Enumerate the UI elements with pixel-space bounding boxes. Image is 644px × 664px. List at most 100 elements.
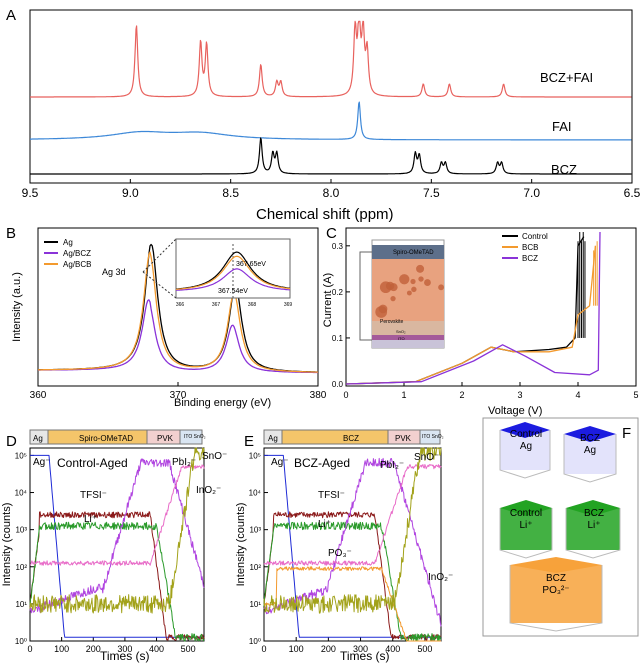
b-inset-xtick-label: 367 (212, 302, 221, 308)
c-inset-grain (390, 295, 396, 302)
tof-ytick-label: 10¹ (249, 600, 261, 609)
c-inset-grain (416, 264, 425, 273)
b-inset-label1: 367.65eV (236, 261, 266, 268)
tof-xtick-label: 400 (149, 644, 164, 654)
tof-series-line (263, 566, 441, 642)
tof-ytick-label: 10⁰ (15, 637, 27, 646)
c-inset-layer-sno2: SnO₂ (396, 329, 406, 334)
tof-xtick-label: 200 (86, 644, 101, 654)
tof-ytick-label: 10⁴ (15, 489, 28, 498)
b-xtick-label: 370 (170, 390, 187, 401)
e-xlabel: Times (s) (340, 649, 390, 663)
tof-ytick-label: 10⁵ (15, 451, 27, 460)
e-layer-bar (419, 429, 441, 445)
b-xtick-label: 380 (310, 390, 327, 401)
c-inset-circuit (359, 251, 372, 341)
c-xtick-label: 4 (575, 390, 580, 400)
b-inset-connector (142, 271, 177, 299)
e-lbl-ino2: InO₂⁻ (428, 572, 453, 583)
panel-label-b: B (6, 225, 16, 242)
a-xtick-label: 7.0 (523, 186, 540, 200)
f-cube4-l1: BCZ (584, 508, 604, 519)
c-ytick-label: 0.0 (332, 380, 344, 389)
e-layer-ag: Ag (268, 434, 278, 443)
c-inset-grain (406, 290, 412, 296)
f-cube-edges (563, 434, 617, 483)
a-xtick-label: 7.5 (423, 186, 440, 200)
d-lbl-li: Li⁺ (84, 514, 97, 525)
f-cube-top (564, 426, 616, 442)
tof-ytick-label: 10² (15, 563, 27, 572)
c-ytick-label: 0.2 (332, 288, 344, 297)
tof-frame-3 (29, 447, 205, 642)
c-inset-grain (410, 278, 416, 285)
d-xlabel: Times (s) (100, 649, 150, 663)
d-layer-bar (179, 429, 203, 445)
tof-xtick-label: 100 (54, 644, 69, 654)
d-layer-ag: Ag (33, 434, 43, 443)
a-xtick-label: 8.0 (323, 186, 340, 200)
b-inset-line-2 (175, 255, 291, 290)
tof-series-line (263, 464, 442, 566)
f-cube-edges (565, 508, 621, 559)
e-lbl-li: Li⁺ (318, 519, 331, 530)
tof-series-line (29, 447, 205, 614)
b-series-line-1 (38, 299, 318, 374)
e-lbl-pbi2: PbI₂⁻ (380, 460, 404, 471)
d-lbl-tfsi: TFSI⁻ (80, 490, 107, 501)
f-cube1-l2: Ag (520, 441, 532, 452)
panel-label-e: E (244, 433, 254, 450)
f-cube4-l2: Li⁺ (587, 520, 600, 531)
b-ylabel: Intensity (a.u.) (11, 272, 23, 342)
f-cube-body (566, 508, 620, 550)
tof-ytick-label: 10⁵ (249, 451, 261, 460)
a-xlabel: Chemical shift (ppm) (256, 206, 394, 223)
b-inset-xtick-label: 366 (176, 302, 185, 308)
c-inset-spiro (372, 245, 444, 259)
d-layer-spiro: Spiro-OMeTAD (79, 434, 133, 443)
c-inset-layer-spiro: Spiro-OMeTAD (393, 250, 434, 256)
f-cube3-l1: Control (510, 508, 542, 519)
b-leg-ag: Ag (63, 238, 73, 247)
f-cube-body (500, 508, 552, 550)
a-series-line-2 (30, 137, 632, 175)
e-title: BCZ-Aged (294, 456, 350, 470)
b-inset-label2: 367.54eV (218, 288, 248, 295)
e-lbl-tfsi: TFSI⁻ (318, 490, 345, 501)
tof-xtick-label: 100 (289, 644, 304, 654)
c-xtick-label: 3 (517, 390, 522, 400)
c-leg-bcz: BCZ (522, 254, 538, 263)
a-series-line-1 (30, 101, 632, 141)
tof-ylabel: Intensity (counts) (235, 503, 247, 587)
c-inset-grain (438, 284, 445, 291)
panel-label-c: C (326, 225, 337, 242)
tof-series-line (263, 521, 442, 642)
a-series-line-0 (30, 20, 632, 98)
c-inset-grain (411, 286, 417, 293)
b-inset-line-1 (175, 268, 290, 291)
tof-ytick-label: 10¹ (15, 600, 27, 609)
b-leg-agbcz: Ag/BCZ (63, 249, 91, 258)
b-annotation: Ag 3d (102, 267, 126, 277)
tof-ylabel: Intensity (counts) (1, 503, 13, 587)
d-lbl-ag: Ag⁻ (33, 457, 51, 468)
f-cube-body (500, 430, 550, 470)
c-inset-layer-pvk: Perovskite (380, 319, 404, 325)
d-lbl-sno: SnO⁻ (202, 451, 227, 462)
c-inset-layer (372, 321, 444, 335)
f-cube5-l2: PO₃²⁻ (542, 585, 569, 596)
c-ytick-label: 0.1 (332, 334, 344, 343)
c-inset-grain (418, 276, 424, 282)
f-cube-edges (509, 565, 603, 632)
b-series-line-2 (38, 251, 318, 373)
c-inset-grain (424, 279, 431, 286)
tof-ytick-label: 10⁰ (249, 637, 261, 646)
c-leg-bcb: BCB (522, 243, 538, 252)
f-cube5-l1: BCZ (546, 573, 566, 584)
d-lbl-pbi2: PbI₂⁻ (172, 457, 196, 468)
c-inset-layer-ito: ITO (398, 336, 405, 341)
tof-xtick-label: 300 (353, 644, 368, 654)
tof-xtick-label: 500 (181, 644, 196, 654)
d-layer-ito: ITO SnO₂ (184, 434, 206, 440)
